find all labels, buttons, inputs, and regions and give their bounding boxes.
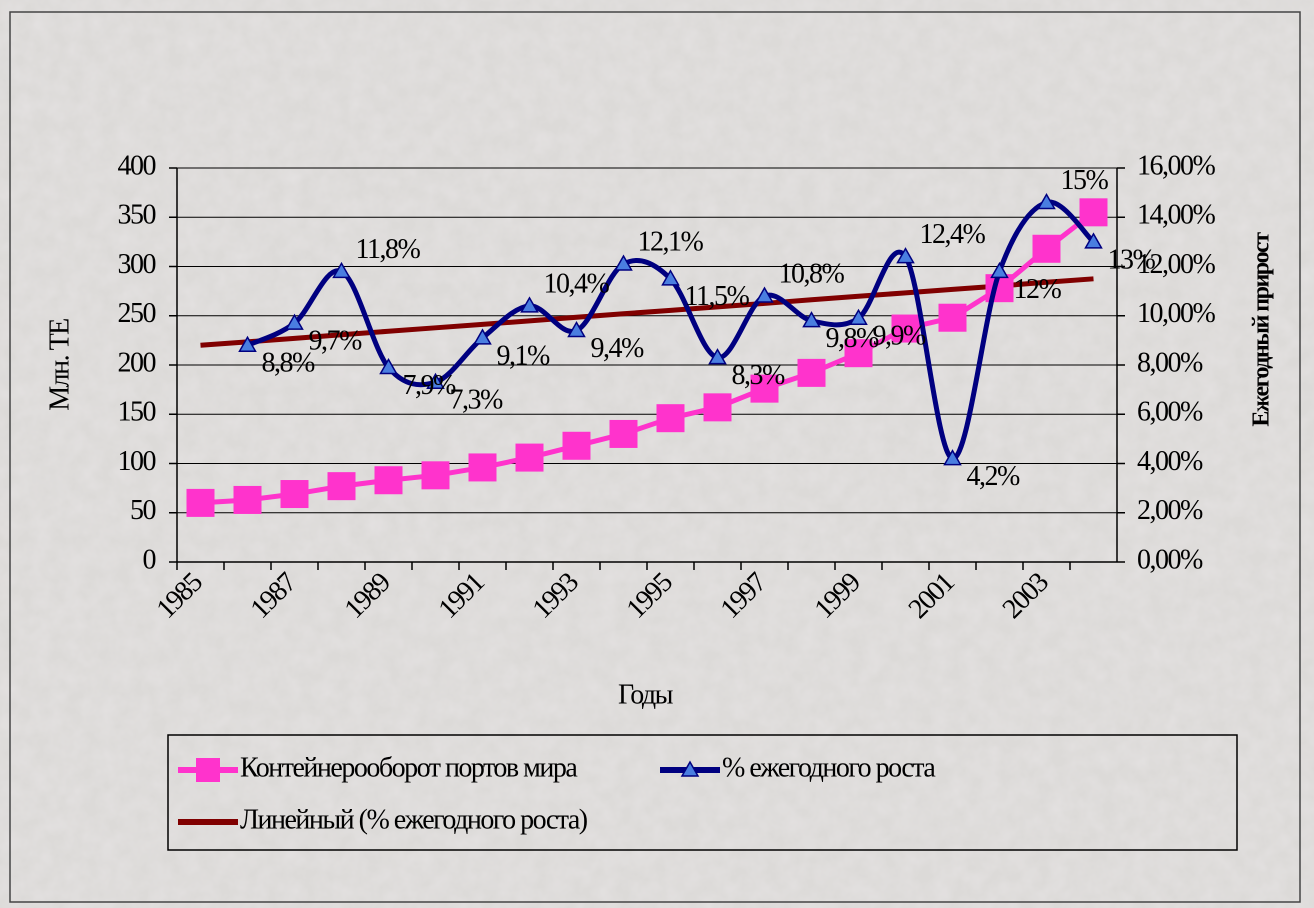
y-tick-label: 100 <box>118 446 156 477</box>
frame <box>9 11 1301 903</box>
marker <box>609 419 638 448</box>
marker <box>614 254 633 271</box>
marker <box>802 311 821 328</box>
marker <box>844 339 873 368</box>
data-label: 8,3% <box>732 360 786 391</box>
marker <box>421 461 450 490</box>
marker <box>567 321 586 338</box>
marker <box>849 308 868 325</box>
marker <box>891 314 920 343</box>
x-axis-title: Годы <box>618 679 674 710</box>
y-tick-label: 200 <box>118 347 156 378</box>
marker <box>233 485 262 514</box>
series-line <box>200 276 1094 348</box>
y2-axis-title: Ежегодный прирост <box>1249 232 1275 427</box>
marker <box>797 358 826 387</box>
y-tick-label: 0 <box>143 544 156 575</box>
legend-label: Линейный (% ежегодного роста) <box>240 804 588 835</box>
marker <box>285 313 304 330</box>
marker <box>280 480 309 509</box>
marker <box>473 328 492 345</box>
data-label: 12,4% <box>920 219 986 250</box>
y2-tick-label: 16,00% <box>1137 150 1216 181</box>
y2-tick-label: 2,00% <box>1137 495 1203 526</box>
marker <box>1032 234 1061 263</box>
data-label: 8,8% <box>262 348 316 379</box>
y-axis-title: Млн. ТЕ <box>44 319 75 411</box>
marker <box>1037 192 1056 210</box>
data-label: 12% <box>1014 274 1062 305</box>
y-tick-label: 400 <box>118 150 156 181</box>
y2-tick-label: 10,00% <box>1137 298 1216 329</box>
marker <box>990 261 1009 279</box>
y2-tick-label: 6,00% <box>1137 397 1203 428</box>
data-label: 13% <box>1108 244 1156 275</box>
y-tick-label: 300 <box>118 249 156 280</box>
data-label: 11,5% <box>685 281 750 312</box>
data-label: 11,8% <box>356 234 421 265</box>
marker <box>238 335 257 353</box>
y-tick-label: 350 <box>118 200 156 231</box>
marker <box>562 431 591 460</box>
marker <box>661 269 680 286</box>
marker <box>332 261 351 279</box>
marker <box>374 466 403 495</box>
data-label: 9,8% <box>826 323 880 354</box>
legend-label: Контейнерооборот портов мира <box>240 752 578 783</box>
marker <box>708 348 727 365</box>
marker <box>943 449 962 466</box>
marker <box>426 372 445 389</box>
data-label: 9,9% <box>873 321 927 352</box>
marker <box>938 303 967 332</box>
data-label: 12,1% <box>638 226 704 257</box>
legend-marker <box>680 760 700 777</box>
marker <box>703 393 732 422</box>
y2-tick-label: 8,00% <box>1137 347 1203 378</box>
data-label: 10,4% <box>544 268 610 299</box>
marker <box>379 357 398 375</box>
y2-tick-label: 12,00% <box>1137 249 1216 280</box>
legend-label: % ежегодного роста <box>722 752 936 783</box>
data-label: 9,1% <box>497 340 551 371</box>
legend-marker <box>196 758 220 782</box>
marker <box>750 374 779 403</box>
y2-tick-label: 0,00% <box>1137 544 1203 575</box>
y-tick-label: 150 <box>118 397 156 428</box>
marker <box>896 247 915 264</box>
data-label: 7,9% <box>403 370 457 401</box>
marker <box>1084 232 1103 249</box>
marker <box>1079 198 1108 227</box>
legend-box <box>167 734 1238 851</box>
data-label: 4,2% <box>967 461 1021 492</box>
marker <box>327 472 356 501</box>
data-label: 9,7% <box>309 326 363 357</box>
y2-tick-label: 14,00% <box>1137 200 1216 231</box>
data-label: 9,4% <box>591 333 645 364</box>
marker <box>755 286 774 303</box>
y2-tick-label: 4,00% <box>1137 446 1203 477</box>
y-tick-label: 250 <box>118 298 156 329</box>
data-label: 7,3% <box>450 385 504 416</box>
marker <box>520 296 539 313</box>
marker <box>515 443 544 472</box>
marker <box>656 404 685 433</box>
y-tick-label: 50 <box>130 495 156 526</box>
data-label: 10,8% <box>779 258 845 289</box>
marker <box>468 453 497 482</box>
data-label: 15% <box>1061 165 1109 196</box>
marker <box>186 488 215 517</box>
